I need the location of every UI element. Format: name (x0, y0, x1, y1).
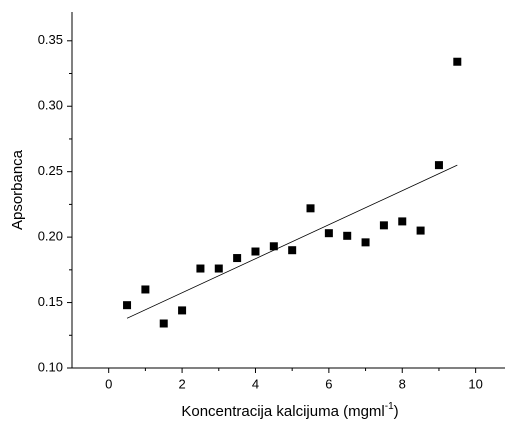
x-label-sup: -1 (385, 401, 394, 412)
y-tick-label: 0.30 (38, 98, 63, 113)
fit-line (126, 164, 458, 319)
point (416, 226, 425, 235)
point (306, 204, 315, 213)
y-tick-label: 0.25 (38, 163, 63, 178)
point (379, 221, 388, 230)
point (288, 246, 297, 255)
point (159, 319, 168, 328)
point (251, 247, 260, 256)
x-tick-label: 10 (468, 376, 482, 391)
x-tick-label: 6 (325, 376, 332, 391)
x-label-text: Koncentracija kalcijuma (mgml (181, 403, 384, 420)
x-tick-label: 8 (399, 376, 406, 391)
y-tick-label: 0.20 (38, 229, 63, 244)
y-axis-label: Apsorbanca (9, 149, 26, 230)
point (269, 242, 278, 251)
y-tick-label: 0.35 (38, 32, 63, 47)
x-label-end: ) (394, 403, 399, 420)
point (141, 285, 150, 294)
point (361, 238, 370, 247)
point (324, 229, 333, 238)
x-tick-label: 2 (178, 376, 185, 391)
point (453, 57, 462, 66)
x-tick-label: 0 (105, 376, 112, 391)
point (196, 264, 205, 273)
point (434, 161, 443, 170)
point (178, 306, 187, 315)
point (233, 254, 242, 263)
y-tick-label: 0.10 (38, 359, 63, 374)
x-tick-label: 4 (252, 376, 259, 391)
point (343, 231, 352, 240)
y-tick-label: 0.15 (38, 294, 63, 309)
point (398, 217, 407, 226)
point (123, 301, 132, 310)
x-axis-label: Koncentracija kalcijuma (mgml-1) (181, 401, 398, 420)
point (214, 264, 223, 273)
